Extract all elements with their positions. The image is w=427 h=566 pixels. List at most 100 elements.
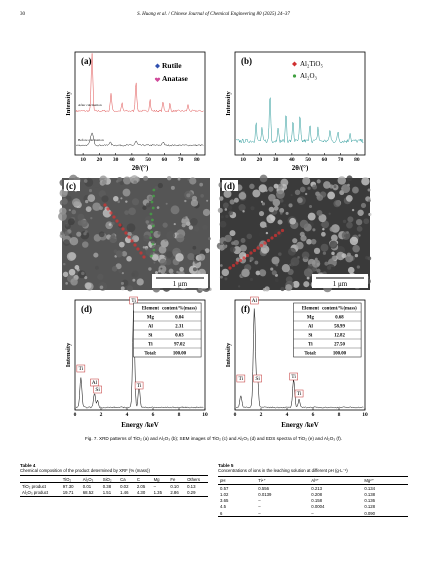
sem-grain xyxy=(183,216,186,220)
sem-grain xyxy=(99,206,103,210)
table-cell: C xyxy=(136,476,140,482)
sem-grain xyxy=(246,233,253,240)
table-cell: 68.52 xyxy=(82,489,94,495)
sem-grain xyxy=(288,203,293,208)
peak-label-box xyxy=(134,381,144,390)
table-cell: Ti xyxy=(148,343,153,348)
table-cell: content/%(mass) xyxy=(322,307,357,312)
sem-grain xyxy=(302,176,311,185)
sem-grain xyxy=(300,235,307,242)
x-tick-label: 70 xyxy=(178,157,184,163)
table-cell: 1.46 xyxy=(120,489,129,495)
sem-grain xyxy=(64,231,69,236)
sem-grain xyxy=(239,244,247,252)
sem-grain xyxy=(218,196,224,201)
eds-map-dot xyxy=(256,246,260,250)
sem-grain xyxy=(285,284,293,292)
sem-grain xyxy=(118,269,122,273)
sem-grain xyxy=(294,189,301,196)
x-tick-label: 30 xyxy=(113,157,119,163)
table-cell: Si xyxy=(308,334,313,339)
eds-map-dot xyxy=(124,231,128,235)
table-cell: 4.5 xyxy=(220,504,226,510)
table-cell: 12.82 xyxy=(334,334,345,339)
sem-grain xyxy=(67,218,75,226)
table-cell: Element xyxy=(142,307,159,312)
x-tick-label: 80 xyxy=(194,157,200,163)
sem-grain xyxy=(282,203,287,208)
sem-grain xyxy=(290,194,293,197)
eds-map-dot xyxy=(152,194,155,198)
sem-grain xyxy=(276,190,285,199)
eds-map-dot xyxy=(115,219,119,223)
sem-grain xyxy=(61,198,68,205)
sem-grain xyxy=(249,183,255,190)
peak-label: Ti xyxy=(291,374,296,380)
sem-grain xyxy=(341,253,347,259)
sem-grain xyxy=(83,179,88,183)
table-row: TiO₂ product 97.30 0.01 0.38 0.02 2.05 – 0.10 0.… xyxy=(20,483,208,490)
sem-grain xyxy=(99,285,104,290)
sem-grain xyxy=(170,185,175,190)
sem-grain xyxy=(66,252,76,261)
sem-grain xyxy=(121,271,124,275)
sem-grain xyxy=(297,197,303,204)
sem-grain xyxy=(142,246,146,249)
sem-grain xyxy=(299,186,306,193)
sem-grain xyxy=(145,220,149,224)
table-cell: 3.65 xyxy=(220,498,229,504)
plot-frame xyxy=(74,299,206,411)
sem-grain xyxy=(160,239,169,248)
sem-grain xyxy=(255,270,261,276)
sem-grain xyxy=(153,261,156,264)
sem-grain xyxy=(154,186,159,191)
table-5-block: Table 5 Concentrations of ions in the le… xyxy=(218,463,408,517)
sem-grain xyxy=(90,217,93,220)
sem-grain xyxy=(165,251,173,258)
table-cell: 0.57 xyxy=(220,485,229,491)
table-cell: 100.00 xyxy=(173,352,187,357)
sem-grain xyxy=(145,248,154,257)
sem-grain xyxy=(356,265,360,269)
table-cell: Al xyxy=(308,325,313,330)
peak-label-box xyxy=(93,385,102,394)
sem-grain xyxy=(342,219,347,224)
eds-map-dot xyxy=(127,235,131,239)
sem-grain xyxy=(316,179,321,184)
sem-grain xyxy=(345,254,354,263)
x-axis-label: 2θ/(°) xyxy=(292,164,309,172)
eds-map-dot xyxy=(235,261,239,265)
sem-grain xyxy=(278,252,282,256)
sem-grain xyxy=(124,210,129,215)
sem-grain xyxy=(170,205,180,215)
table-row: 4.5 – 0.0004 0.128 xyxy=(218,504,408,510)
eds-map-dot xyxy=(136,247,140,251)
sem-grain xyxy=(261,202,266,206)
sem-grain xyxy=(123,176,132,185)
table-cell: Al₂O₃ product xyxy=(22,489,49,495)
table-cell: TiO₂ xyxy=(62,476,72,482)
sem-grain xyxy=(349,236,359,246)
table-cell: 0.68 xyxy=(335,316,344,321)
y-axis-label: Intensity xyxy=(65,342,72,367)
table-cell: 6 xyxy=(220,510,223,516)
table-cell: pH xyxy=(220,478,226,484)
table-row: pH Ti⁴⁺ Al³⁺ Mg²⁺ xyxy=(218,476,408,485)
sem-grain xyxy=(194,260,198,264)
sem-grain xyxy=(271,270,277,276)
x-axis-label: Energy /keV xyxy=(121,421,159,429)
table-4-block: Table 4 Chemical composition of the prod… xyxy=(20,463,210,497)
eds-map-dot xyxy=(103,203,107,207)
table-cell: SiO₂ xyxy=(102,476,112,482)
table-cell: 0.38 xyxy=(102,483,112,489)
sem-grain xyxy=(265,189,268,192)
sem-grain xyxy=(65,282,68,285)
table-cell: Al₂O₃ xyxy=(82,476,94,482)
label-box xyxy=(222,180,238,191)
x-tick-label: 6 xyxy=(152,412,155,418)
x-tick-label: 8 xyxy=(338,412,341,418)
panel-label: (c) xyxy=(66,181,76,191)
sem-grain xyxy=(162,222,168,228)
sem-grain xyxy=(68,208,71,212)
sem-grain xyxy=(161,268,166,273)
